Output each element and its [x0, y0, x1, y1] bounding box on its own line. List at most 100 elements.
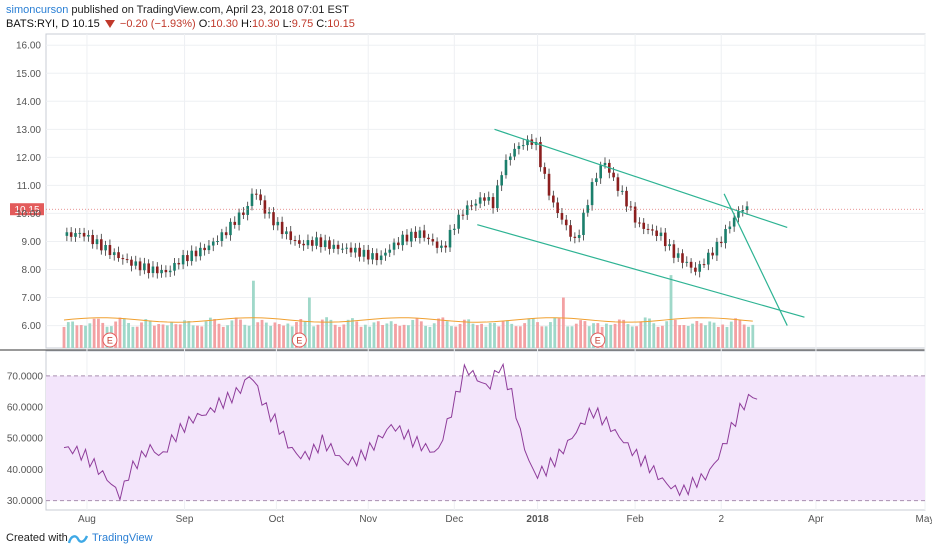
candle-body — [663, 232, 667, 247]
volume-bar — [450, 326, 453, 348]
candle-body — [702, 264, 706, 266]
volume-bar — [725, 326, 729, 348]
volume-bar — [437, 318, 440, 348]
volume-bar — [536, 322, 539, 348]
author-link[interactable]: simoncurson — [6, 4, 69, 16]
candle-body — [444, 245, 448, 248]
candle-body — [289, 231, 293, 241]
candle-body — [689, 261, 693, 268]
volume-bar — [751, 324, 755, 348]
volume-bar — [88, 323, 92, 348]
volume-bar — [467, 319, 471, 348]
close-value: 10.15 — [327, 18, 355, 30]
volume-bar — [583, 321, 587, 348]
candle-body — [728, 226, 732, 230]
volume-bar — [579, 320, 582, 348]
price-tick-label: 12.00 — [16, 153, 41, 164]
volume-bar — [643, 317, 647, 348]
price-rsi-chart[interactable]: 10.15 E E E 6.00 7.00 8.00 9.00 10.00 11.00 12.00… — [0, 0, 932, 528]
candle-body — [741, 210, 745, 212]
volume-bar — [260, 319, 264, 348]
low-value: 9.75 — [291, 18, 314, 30]
candle-body — [616, 177, 620, 191]
volume-bar — [84, 325, 87, 348]
volume-bar — [62, 326, 66, 348]
volume-bar — [415, 318, 419, 348]
volume-bar — [368, 326, 372, 348]
candle-body — [573, 236, 577, 238]
tradingview-brand-link[interactable]: TradingView — [92, 532, 153, 544]
volume-bar — [488, 322, 492, 348]
candle-body — [354, 247, 357, 253]
created-with-label: Created with — [6, 532, 68, 544]
volume-bar — [682, 325, 686, 348]
candle-body — [108, 245, 112, 256]
candle-body — [237, 212, 241, 225]
price-change: −0.20 (−1.93%) — [119, 18, 196, 30]
candle-body — [358, 247, 361, 257]
candle-body — [91, 235, 94, 245]
volume-bar — [226, 325, 229, 348]
volume-bar — [635, 326, 638, 348]
volume-bar — [127, 323, 130, 348]
volume-bar — [471, 323, 475, 348]
candle-body — [629, 206, 633, 208]
candle-body — [285, 231, 288, 235]
low-label: L: — [282, 18, 292, 30]
volume-bar — [342, 324, 346, 348]
candle-body — [250, 193, 254, 206]
publisher-line: simoncurson published on TradingView.com… — [6, 3, 349, 17]
candle-body — [453, 228, 456, 230]
candle-body — [719, 241, 723, 244]
volume-bar — [540, 326, 544, 348]
candle-body — [564, 219, 568, 226]
candle-body — [147, 263, 150, 274]
volume-bar — [131, 326, 135, 348]
volume-bar — [445, 321, 449, 348]
high-label: H: — [241, 18, 253, 30]
candle-body — [409, 231, 413, 242]
candle-body — [508, 156, 512, 160]
time-tick-label: Nov — [359, 514, 377, 525]
rsi-tick-label: 70.0000 — [7, 371, 44, 382]
volume-bar — [359, 326, 363, 348]
candle-body — [470, 205, 473, 207]
volume-bar — [351, 318, 354, 348]
candle-body — [457, 214, 460, 229]
candle-body — [465, 205, 469, 215]
volume-bar — [527, 318, 531, 348]
candle-body — [379, 255, 383, 261]
volume-moving-average — [63, 317, 753, 323]
volume-bar — [742, 324, 746, 348]
volume-bar — [484, 326, 488, 348]
candle-body — [698, 264, 702, 272]
candle-body — [474, 203, 478, 206]
volume-bar — [135, 326, 139, 348]
candle-body — [306, 240, 310, 246]
ohlc-legend: BATS:RYI, D 10.15 −0.20 (−1.93%) O:10.30… — [6, 17, 355, 31]
volume-bar — [376, 321, 380, 348]
volume-bar — [66, 322, 70, 348]
candle-body — [521, 145, 525, 147]
volume-bar — [221, 326, 225, 348]
candle-body — [642, 222, 646, 229]
earnings-marker — [291, 332, 307, 348]
candle-body — [310, 240, 314, 246]
axis-labels: 6.00 7.00 8.00 9.00 10.00 11.00 12.00 13.00 14.0… — [7, 41, 932, 525]
volume-bar — [325, 317, 329, 348]
candle-body — [276, 221, 280, 226]
candle-body — [543, 167, 547, 174]
volume-bar — [587, 326, 591, 348]
channel-lower-line — [477, 224, 805, 318]
candle-body — [104, 245, 107, 251]
volume-bar — [307, 297, 311, 348]
candle-body — [332, 244, 336, 249]
volume-bar — [605, 323, 608, 348]
volume-bar — [165, 325, 169, 348]
candle-body — [478, 197, 482, 204]
volume-bar — [174, 324, 178, 348]
volume-bar — [458, 323, 462, 348]
price-tick-label: 15.00 — [16, 69, 41, 80]
time-tick-label: Sep — [176, 514, 194, 525]
candle-body — [745, 206, 749, 211]
